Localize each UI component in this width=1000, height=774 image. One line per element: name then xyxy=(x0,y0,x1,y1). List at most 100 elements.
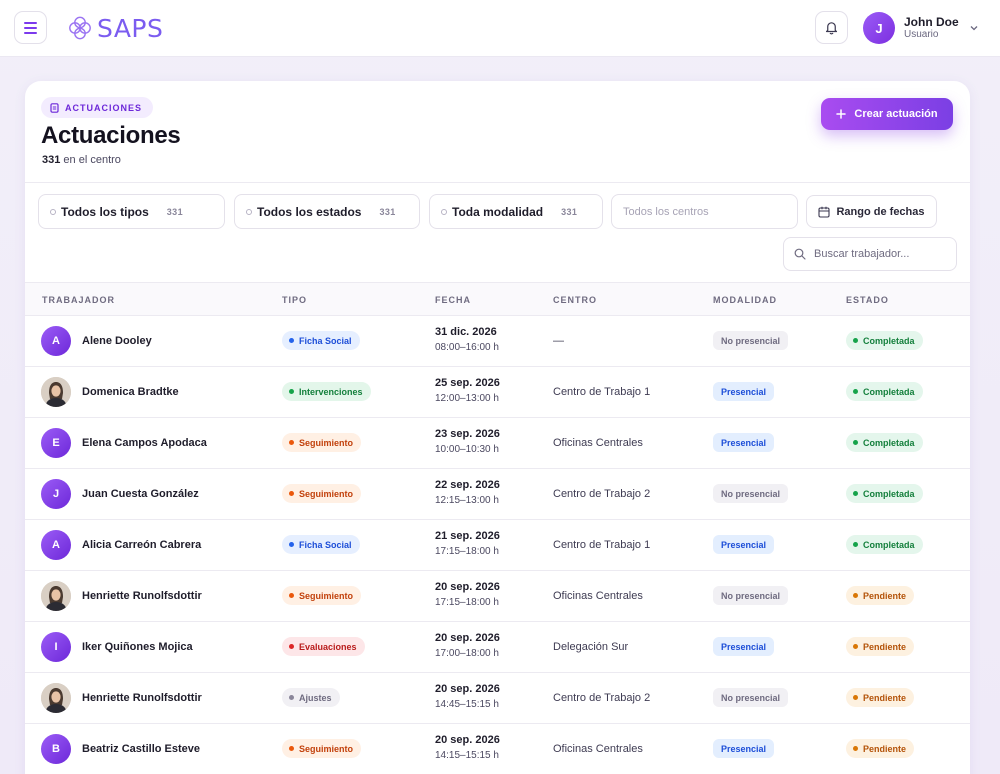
filter-estado[interactable]: Todos los estados 331 xyxy=(234,194,420,229)
tipo-badge: Seguimiento xyxy=(282,739,362,758)
worker-name[interactable]: Juan Cuesta González xyxy=(82,488,199,500)
estado-badge: Pendiente xyxy=(846,637,915,656)
hamburger-menu-icon[interactable] xyxy=(14,11,47,44)
table-row[interactable]: J Juan Cuesta González Seguimiento 22 sep. … xyxy=(25,469,970,520)
column-header-trabajador[interactable]: TRABAJADOR xyxy=(42,295,115,305)
estado-badge-label: Completada xyxy=(863,386,915,397)
column-header-centro[interactable]: CENTRO xyxy=(553,295,597,305)
filter-centros-placeholder: Todos los centros xyxy=(623,205,709,218)
fecha-date: 22 sep. 2026 xyxy=(435,479,500,491)
centro-text: Delegación Sur xyxy=(553,641,629,653)
column-header-modalidad[interactable]: MODALIDAD xyxy=(713,295,777,305)
table-row[interactable]: E Elena Campos Apodaca Seguimiento 23 sep. … xyxy=(25,418,970,469)
fecha-date: 21 sep. 2026 xyxy=(435,530,500,542)
centro-text: Oficinas Centrales xyxy=(553,743,643,755)
table-row[interactable]: A Alicia Carreón Cabrera Ficha Social 21 se… xyxy=(25,520,970,571)
status-dot-icon xyxy=(853,593,858,598)
worker-name[interactable]: Iker Quiñones Mojica xyxy=(82,641,193,653)
modalidad-badge: Presencial xyxy=(713,739,775,758)
fecha-time: 14:45–15:15 h xyxy=(435,699,499,710)
actuaciones-card: ACTUACIONES Actuaciones 331 en el centro… xyxy=(25,81,970,774)
modalidad-badge: No presencial xyxy=(713,331,789,350)
column-header-tipo[interactable]: TIPO xyxy=(282,295,308,305)
fecha-date: 20 sep. 2026 xyxy=(435,632,500,644)
fecha-time: 17:00–18:00 h xyxy=(435,648,499,659)
notifications-button[interactable] xyxy=(815,11,848,44)
worker-name[interactable]: Henriette Runolfsdottir xyxy=(82,692,202,704)
fecha-date: 23 sep. 2026 xyxy=(435,428,500,440)
worker-name[interactable]: Domenica Bradtke xyxy=(82,386,179,398)
worker-name[interactable]: Alicia Carreón Cabrera xyxy=(82,539,202,551)
worker-avatar: B xyxy=(41,734,71,764)
estado-badge-label: Pendiente xyxy=(863,743,907,754)
status-dot-icon xyxy=(289,491,294,496)
status-dot-icon xyxy=(853,644,858,649)
user-name: John Doe xyxy=(904,14,959,29)
worker-avatar: E xyxy=(41,428,71,458)
create-actuacion-button[interactable]: Crear actuación xyxy=(821,98,953,130)
table-row[interactable]: Henriette Runolfsdottir Ajustes 20 sep. 20… xyxy=(25,673,970,724)
worker-name[interactable]: Alene Dooley xyxy=(82,335,152,347)
search-input[interactable]: Buscar trabajador... xyxy=(783,237,957,271)
record-count: 331 en el centro xyxy=(42,154,121,166)
status-dot-icon xyxy=(289,746,294,751)
filter-dot-icon xyxy=(50,208,56,215)
date-range-label: Rango de fechas xyxy=(836,205,925,218)
status-dot-icon xyxy=(853,338,858,343)
page-title: Actuaciones xyxy=(41,122,181,149)
filter-estado-count: 331 xyxy=(379,206,396,217)
app-logo[interactable]: SAPS xyxy=(67,10,163,46)
modalidad-badge: No presencial xyxy=(713,688,789,707)
tipo-badge-label: Seguimiento xyxy=(299,437,354,448)
breadcrumb: ACTUACIONES xyxy=(41,97,154,118)
tipo-badge-label: Ficha Social xyxy=(299,335,352,346)
filter-centros[interactable]: Todos los centros xyxy=(611,194,798,229)
user-menu[interactable]: J John Doe Usuario xyxy=(863,12,979,44)
filter-modalidad[interactable]: Toda modalidad 331 xyxy=(429,194,603,229)
worker-photo-avatar xyxy=(41,683,71,713)
estado-badge: Completada xyxy=(846,484,923,503)
tipo-badge: Seguimiento xyxy=(282,586,362,605)
fecha-date: 31 dic. 2026 xyxy=(435,326,497,338)
tipo-badge: Ajustes xyxy=(282,688,340,707)
tipo-badge-label: Seguimiento xyxy=(299,743,354,754)
estado-badge-label: Completada xyxy=(863,539,915,550)
worker-name[interactable]: Beatriz Castillo Esteve xyxy=(82,743,200,755)
fecha-date: 20 sep. 2026 xyxy=(435,734,500,746)
user-avatar: J xyxy=(863,12,895,44)
table-row[interactable]: Henriette Runolfsdottir Seguimiento 20 sep… xyxy=(25,571,970,622)
estado-badge-label: Pendiente xyxy=(863,590,907,601)
centro-text: Centro de Trabajo 2 xyxy=(553,692,651,704)
modalidad-badge: No presencial xyxy=(713,586,789,605)
filter-tipo-count: 331 xyxy=(166,206,183,217)
document-icon xyxy=(50,102,59,113)
column-header-estado[interactable]: ESTADO xyxy=(846,295,889,305)
breadcrumb-label: ACTUACIONES xyxy=(65,102,143,113)
estado-badge-label: Completada xyxy=(863,488,915,499)
fecha-time: 12:00–13:00 h xyxy=(435,393,499,404)
fecha-date: 20 sep. 2026 xyxy=(435,683,500,695)
table-row[interactable]: Domenica Bradtke Intervenciones 25 sep. 20… xyxy=(25,367,970,418)
worker-avatar: J xyxy=(41,479,71,509)
filter-modalidad-count: 331 xyxy=(561,206,578,217)
centro-text: — xyxy=(553,335,564,347)
table-row[interactable]: A Alene Dooley Ficha Social 31 dic. 2026 08:… xyxy=(25,316,970,367)
filter-tipo[interactable]: Todos los tipos 331 xyxy=(38,194,225,229)
centro-text: Centro de Trabajo 2 xyxy=(553,488,651,500)
fecha-date: 25 sep. 2026 xyxy=(435,377,500,389)
user-role: Usuario xyxy=(904,29,939,41)
table-row[interactable]: I Iker Quiñones Mojica Evaluaciones 20 sep.… xyxy=(25,622,970,673)
status-dot-icon xyxy=(289,440,294,445)
estado-badge-label: Completada xyxy=(863,335,915,346)
estado-badge: Pendiente xyxy=(846,688,915,707)
date-range-button[interactable]: Rango de fechas xyxy=(806,195,937,228)
worker-name[interactable]: Elena Campos Apodaca xyxy=(82,437,207,449)
worker-name[interactable]: Henriette Runolfsdottir xyxy=(82,590,202,602)
tipo-badge: Ficha Social xyxy=(282,535,360,554)
column-header-fecha[interactable]: FECHA xyxy=(435,295,471,305)
table-row[interactable]: B Beatriz Castillo Esteve Seguimiento 20 se… xyxy=(25,724,970,774)
filter-modalidad-label: Toda modalidad xyxy=(452,204,544,219)
estado-badge: Pendiente xyxy=(846,586,915,605)
worker-avatar: I xyxy=(41,632,71,662)
table-header: TRABAJADOR TIPO FECHA CENTRO MODALIDAD E… xyxy=(25,282,970,316)
